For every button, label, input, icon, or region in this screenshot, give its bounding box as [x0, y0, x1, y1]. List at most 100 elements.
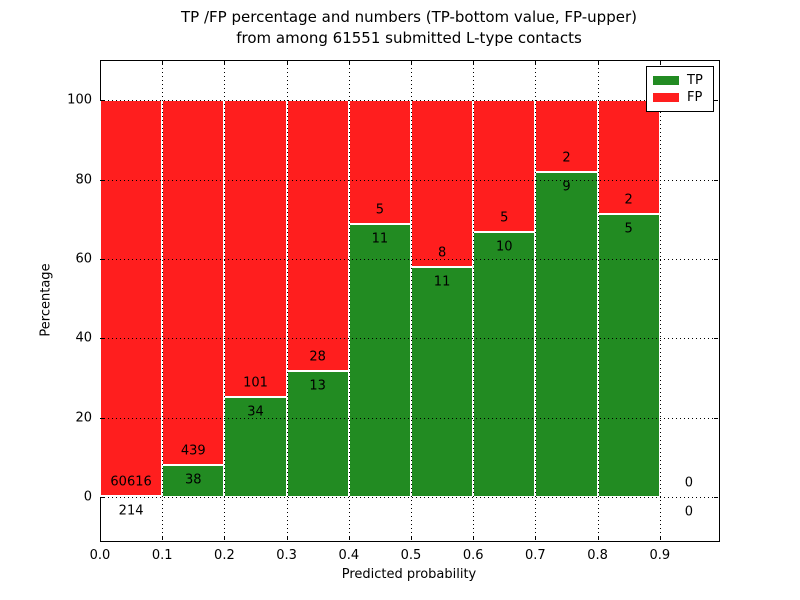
x-tick-label: 0.4: [338, 548, 360, 563]
x-tick-label: 0.6: [462, 548, 484, 563]
legend-item-fp: FP: [653, 91, 707, 104]
tp-count-label: 9: [562, 179, 571, 195]
x-tick-mark-top: [659, 60, 661, 64]
tp-count-label: 13: [309, 378, 326, 394]
fp-count-label: 439: [180, 443, 206, 459]
fp-count-label: 5: [375, 202, 385, 218]
vertical-gridline: [659, 60, 661, 540]
x-tick-label: 0.9: [649, 548, 671, 563]
fp-count-label: 5: [500, 210, 509, 226]
tp-bar-segment: [535, 172, 598, 498]
tp-bar-segment: [348, 224, 411, 498]
tp-count-label: 11: [371, 231, 389, 247]
x-tick-mark-top: [535, 60, 537, 64]
y-tick-mark: [100, 497, 104, 499]
x-tick-mark-top: [100, 60, 101, 64]
vertical-gridline: [348, 60, 350, 540]
x-tick-mark: [473, 536, 475, 540]
tp-count-label: 5: [624, 221, 633, 237]
y-tick-label: 100: [67, 92, 92, 108]
tp-count-label: 214: [118, 503, 144, 519]
x-tick-mark: [410, 536, 412, 540]
y-tick-mark-right: [714, 100, 718, 102]
tp-count-label: 38: [185, 472, 202, 488]
fp-count-label: 60616: [110, 474, 152, 490]
fp-bar-segment: [597, 100, 660, 214]
chart-title-line1: TP /FP percentage and numbers (TP-bottom…: [181, 8, 637, 26]
x-tick-mark: [162, 536, 164, 540]
fp-legend-swatch: [653, 93, 679, 102]
fp-count-label: 2: [624, 192, 633, 208]
fp-count-label: 0: [684, 475, 694, 491]
fp-bar-segment: [535, 100, 598, 173]
vertical-gridline: [162, 60, 164, 540]
horizontal-gridline: [100, 179, 718, 181]
x-tick-mark: [597, 536, 599, 540]
tp-legend-label: TP: [687, 73, 703, 88]
y-tick-mark: [100, 258, 104, 260]
tp-bar-segment: [286, 371, 349, 498]
x-tick-mark-top: [224, 60, 226, 64]
horizontal-gridline: [100, 100, 718, 102]
y-tick-mark-right: [714, 497, 718, 499]
x-tick-mark-top: [410, 60, 412, 64]
x-tick-mark-top: [473, 60, 475, 64]
horizontal-gridline: [100, 497, 718, 499]
x-tick-label: 0.2: [214, 548, 235, 563]
tp-bar-segment: [410, 267, 474, 498]
fp-bar-segment: [286, 100, 349, 372]
fp-count-label: 28: [309, 349, 326, 365]
horizontal-gridline: [100, 338, 718, 340]
tp-count-label: 10: [496, 239, 513, 255]
fp-bar-segment: [473, 100, 536, 233]
y-tick-mark: [100, 179, 104, 181]
vertical-gridline: [473, 60, 475, 540]
tp-bar-segment: [224, 397, 287, 498]
fp-bar-segment: [100, 100, 163, 496]
y-tick-mark-right: [714, 258, 718, 260]
tp-count-label: 11: [433, 274, 451, 290]
chart-title-line2: from among 61551 submitted L-type contac…: [236, 29, 582, 47]
fp-count-label: 101: [243, 375, 268, 391]
fp-count-label: 8: [437, 245, 447, 261]
y-tick-label: 80: [75, 172, 92, 187]
x-tick-mark-top: [348, 60, 350, 64]
y-tick-label: 20: [75, 410, 92, 426]
x-tick-mark: [286, 536, 288, 540]
y-tick-mark: [100, 100, 104, 102]
x-tick-label: 0.3: [276, 548, 297, 563]
vertical-gridline: [286, 60, 288, 540]
fp-legend-label: FP: [687, 90, 703, 105]
x-tick-label: 0.0: [89, 548, 111, 563]
vertical-gridline: [597, 60, 599, 540]
x-tick-mark: [535, 536, 537, 540]
tp-bar-segment: [597, 213, 660, 498]
x-tick-mark: [348, 536, 350, 540]
x-tick-mark: [224, 536, 226, 540]
tp-legend-swatch: [653, 76, 679, 85]
x-tick-mark-top: [597, 60, 599, 64]
x-tick-label: 0.1: [151, 548, 173, 563]
tp-count-label: 34: [247, 404, 264, 420]
y-tick-mark: [100, 338, 104, 340]
fp-bar-segment: [410, 100, 474, 268]
y-tick-mark-right: [714, 417, 718, 419]
x-tick-mark: [659, 536, 661, 540]
vertical-gridline: [410, 60, 412, 540]
y-tick-label: 60: [75, 251, 92, 267]
fp-bar-segment: [162, 100, 225, 466]
horizontal-gridline: [100, 417, 718, 419]
x-tick-mark-top: [162, 60, 164, 64]
x-tick-mark: [100, 536, 101, 540]
y-tick-mark-right: [714, 338, 718, 340]
y-tick-mark: [100, 417, 104, 419]
x-tick-label: 0.7: [525, 548, 546, 563]
vertical-gridline: [224, 60, 226, 540]
x-tick-label: 0.8: [587, 548, 608, 563]
tp-count-label: 0: [684, 504, 694, 520]
x-axis-label: Predicted probability: [341, 567, 477, 582]
tp-bar-segment: [473, 232, 536, 498]
legend-item-tp: TP: [653, 74, 707, 87]
y-tick-label: 40: [75, 330, 92, 346]
